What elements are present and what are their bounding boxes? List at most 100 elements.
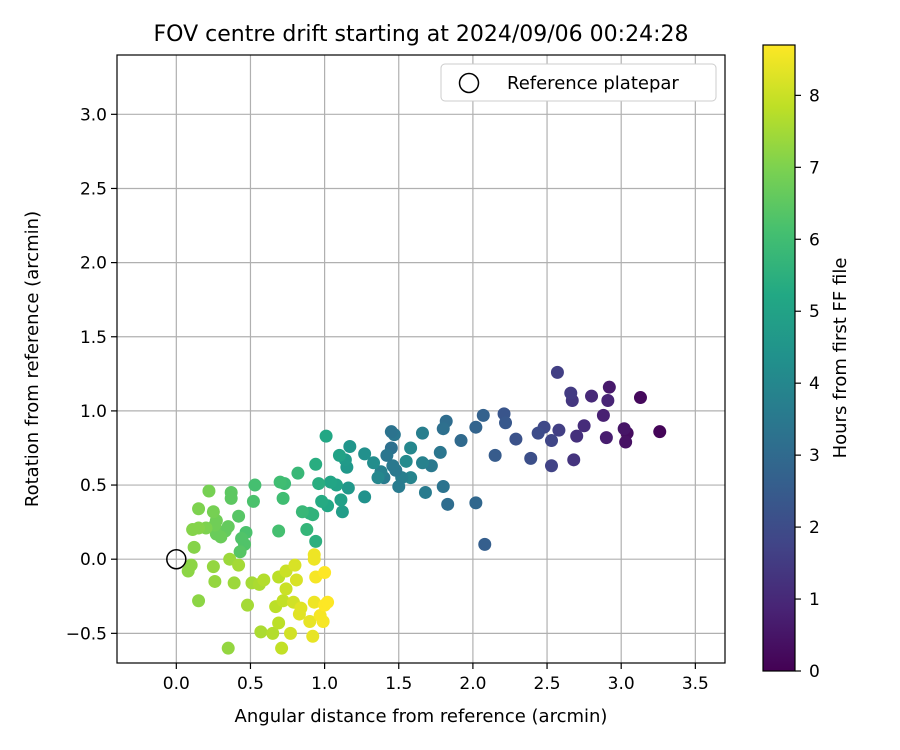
data-point [567, 453, 581, 467]
x-tick-label: 0.0 [163, 674, 190, 694]
data-point [307, 552, 321, 566]
data-point [436, 480, 450, 494]
data-point [257, 573, 271, 587]
data-point [524, 451, 538, 465]
data-point [454, 434, 468, 448]
data-point [358, 490, 372, 504]
data-point [294, 601, 308, 615]
data-point [202, 484, 216, 498]
data-point [633, 391, 647, 405]
data-point [272, 524, 286, 538]
data-point [227, 576, 241, 590]
y-tick-label: 1.5 [80, 328, 107, 348]
data-point [284, 626, 298, 640]
data-point [341, 481, 355, 495]
data-point [619, 435, 633, 449]
data-point [275, 641, 289, 655]
y-tick-label: 0.5 [80, 476, 107, 496]
data-point [488, 448, 502, 462]
data-point [279, 582, 293, 596]
data-point [273, 475, 287, 489]
data-point [596, 408, 610, 422]
colorbar-tick-label: 4 [809, 374, 820, 394]
data-point [380, 448, 394, 462]
data-point [544, 459, 558, 473]
data-point [476, 408, 490, 422]
y-tick-label: 0.0 [80, 550, 107, 570]
legend: Reference platepar [440, 63, 717, 102]
data-point [415, 456, 429, 470]
data-point [499, 416, 513, 430]
data-point [192, 502, 206, 516]
x-tick-label: 3.0 [608, 674, 635, 694]
y-axis-label: Rotation from reference (arcmin) [22, 211, 43, 507]
data-point [343, 439, 357, 453]
data-point [312, 477, 326, 491]
legend-label: Reference platepar [507, 73, 679, 94]
data-point [585, 389, 599, 403]
legend-box [440, 63, 717, 102]
data-point [303, 614, 317, 628]
colorbar-tick-label: 1 [809, 590, 820, 610]
data-point [599, 431, 613, 445]
data-point [291, 466, 305, 480]
data-point [206, 505, 220, 519]
data-point [617, 422, 631, 436]
data-point [295, 505, 309, 519]
data-point [224, 491, 238, 505]
data-point [288, 558, 302, 572]
data-point [577, 419, 591, 433]
data-point [399, 454, 413, 468]
x-tick-label: 2.0 [459, 674, 486, 694]
data-point [221, 641, 235, 655]
data-point [318, 566, 332, 580]
colorbar-tick-label: 8 [809, 86, 820, 106]
data-point [233, 545, 247, 559]
data-point [552, 423, 566, 437]
colorbar [762, 44, 796, 672]
data-point [469, 496, 483, 510]
reference-platepar-marker [166, 548, 187, 570]
data-point [371, 471, 385, 485]
data-point [415, 426, 429, 440]
data-point [181, 564, 195, 578]
legend-marker-icon [458, 72, 480, 94]
x-tick-label: 2.5 [534, 674, 561, 694]
data-point [441, 497, 455, 511]
data-point [653, 425, 667, 439]
data-point [232, 558, 246, 572]
data-point [550, 365, 564, 379]
axes-frame [116, 54, 726, 664]
data-point [266, 626, 280, 640]
chart-title: FOV centre drift starting at 2024/09/06 … [154, 22, 689, 47]
data-point [208, 574, 222, 588]
data-point [276, 594, 290, 608]
data-point [307, 595, 321, 609]
data-point [601, 394, 615, 408]
colorbar-tick-label: 7 [809, 158, 820, 178]
data-point [433, 445, 447, 459]
data-point [332, 448, 346, 462]
data-point [436, 422, 450, 436]
data-point [316, 614, 330, 628]
data-point [358, 447, 372, 461]
data-point [384, 425, 398, 439]
data-point [300, 523, 314, 537]
y-tick-label: 2.0 [80, 254, 107, 274]
data-point [276, 491, 290, 505]
data-point [306, 629, 320, 643]
data-point [321, 595, 335, 609]
data-point [315, 494, 329, 508]
y-axis-ticks: −0.5 0.0 0.5 1.0 1.5 2.0 2.5 3.0 [66, 105, 117, 644]
data-point [309, 534, 323, 548]
data-point [235, 531, 249, 545]
colorbar-tick-label: 5 [809, 302, 820, 322]
colorbar-ticks: 0 1 2 3 4 5 6 7 8 [795, 86, 820, 682]
data-point [404, 471, 418, 485]
data-point [240, 598, 254, 612]
y-tick-label: 1.0 [80, 402, 107, 422]
x-tick-label: 1.0 [311, 674, 338, 694]
data-point [544, 434, 558, 448]
data-point [531, 426, 545, 440]
data-point [324, 475, 338, 489]
